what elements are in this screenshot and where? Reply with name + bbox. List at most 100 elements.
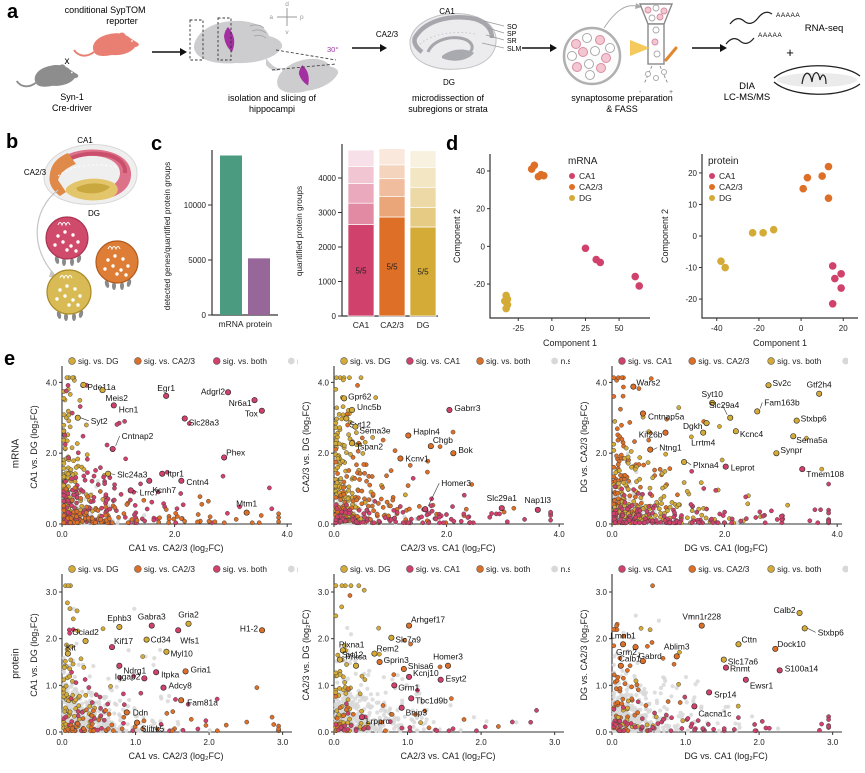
svg-text:Itpr1: Itpr1 [167,469,184,479]
svg-text:Adcy8: Adcy8 [168,681,192,691]
svg-text:Leprot: Leprot [731,463,755,473]
gene-point [105,470,112,477]
gene-point [109,445,116,452]
bar-mRNA [220,155,242,315]
volcano-plot-svg: 0.0 2.0 4.0 0.0 2.0 4.0 DG vs. CA1 (log₂FC) DG … [579,356,865,553]
plot-legend: sig. vs. DG sig. vs. CA2/3 sig. vs. both n.… [68,564,311,574]
stack-segment [378,148,406,166]
svg-text:Hapln4: Hapln4 [413,426,440,436]
stratum-sr-label: SR [507,38,517,45]
ms-label-line2: LC-MS/MS [724,92,770,103]
svg-text:Egr1: Egr1 [157,383,175,393]
gene-point [376,659,383,666]
svg-text:Slc29a1: Slc29a1 [487,493,518,503]
scatter-points-orange [333,383,517,526]
pca-points-pink [828,262,845,308]
svg-text:Wars2: Wars2 [636,378,660,388]
svg-text:Phex: Phex [226,447,246,457]
svg-text:Gabrd: Gabrd [639,651,663,661]
step3-caption-line1: synaptosome preparation [571,93,673,103]
polya-tail-1: AAAAA [776,12,800,19]
scatter-points-pink [611,469,831,526]
svg-text:Ntng1: Ntng1 [659,443,682,453]
gene-point [182,668,189,675]
gene-point [662,429,669,436]
svg-text:0.0: 0.0 [596,728,608,737]
svg-text:Dock10: Dock10 [777,639,806,649]
compass-v: v [285,29,289,36]
gene-point [727,414,734,421]
svg-text:DG vs. CA1 (log₂FC): DG vs. CA1 (log₂FC) [684,751,768,761]
svg-text:1.0: 1.0 [130,738,142,747]
colored-slice [43,144,138,205]
svg-text:Component 1: Component 1 [543,338,597,348]
svg-text:0.0: 0.0 [606,530,618,539]
gene-point [406,673,413,680]
gene-point [630,383,637,390]
svg-text:Myl10: Myl10 [170,649,193,659]
volcano-plot-svg: 0.0 1.0 2.0 3.0 0.0 1.0 2.0 3.0 DG vs. CA1 (log₂… [579,564,865,761]
gene-point [620,641,627,648]
gene-point [406,622,413,629]
driver-label-line1: Syn-1 [60,92,84,102]
svg-text:sig. vs. CA1: sig. vs. CA1 [628,356,673,366]
panel-c-stacked-chart: 0 1000 2000 3000 4000 5/5 CA1 5/5 CA2/3 5/5 DG quan… [290,136,442,359]
volcano-plot-svg: 0.0 1.0 2.0 3.0 0.0 1.0 2.0 3.0 CA1 vs. CA2/3 (l… [29,564,311,761]
svg-text:Esyt2: Esyt2 [446,674,467,684]
gene-point [765,382,772,389]
svg-text:sig. vs. DG: sig. vs. DG [350,564,391,574]
driver-label-line2: Cre-driver [52,103,92,113]
svg-text:sig. vs. CA2/3: sig. vs. CA2/3 [144,564,196,574]
gene-point [64,650,71,657]
gene-point [397,455,404,462]
pca-points-pink [581,244,644,290]
gene-point [790,433,797,440]
svg-text:n.s.: n.s. [297,356,298,366]
svg-text:Fam81a: Fam81a [187,697,218,707]
hippocampus-highlight [224,27,235,52]
svg-text:25: 25 [581,324,590,333]
reporter-label-line2: reporter [106,16,138,26]
gene-point [80,381,87,388]
volcano-plot-svg: 0.0 2.0 4.0 0.0 2.0 4.0 CA2/3 vs. CA1 (log₂FC)… [301,356,574,553]
gene-point [82,638,89,645]
svg-text:0.0: 0.0 [56,738,68,747]
svg-text:DG: DG [417,320,430,330]
svg-text:0: 0 [550,324,555,333]
svg-text:Sema5a: Sema5a [796,435,828,445]
svg-text:20: 20 [476,205,485,214]
svg-text:CA2/3: CA2/3 [380,320,404,330]
panel-d-mrna-pca: -25 0 25 50 -20 0 20 40 Component 1 Component 2 mR… [450,134,657,357]
panel-d-label: d [446,133,459,155]
step2-caption-line1: microdissection of [412,93,485,103]
svg-text:Mtm1: Mtm1 [236,499,257,509]
stack-segment [409,206,437,228]
b-ca23-label: CA2/3 [24,168,47,177]
svg-text:0: 0 [693,232,698,241]
svg-text:4000: 4000 [318,174,336,183]
svg-text:Arhgef17: Arhgef17 [411,615,445,625]
svg-text:Gpr62: Gpr62 [348,391,372,401]
cross-label: x [65,56,70,67]
svg-text:DG vs. CA1 (log₂FC): DG vs. CA1 (log₂FC) [684,543,768,553]
svg-text:Bnip3: Bnip3 [406,708,428,718]
svg-text:3.0: 3.0 [549,738,561,747]
svg-text:2.0: 2.0 [204,738,216,747]
svg-text:mRNA: mRNA [218,319,243,329]
svg-text:n.s.: n.s. [561,564,570,574]
svg-text:2.0: 2.0 [476,738,488,747]
svg-text:CA2/3: CA2/3 [579,182,603,192]
gene-point [723,664,730,671]
svg-text:Ddn: Ddn [133,707,149,717]
svg-text:Ociad2: Ociad2 [72,627,99,637]
gene-point [341,395,348,402]
gene-point [339,647,346,654]
svg-text:DG: DG [719,193,732,203]
gene-point [498,505,505,512]
svg-text:Fam163b: Fam163b [764,397,800,407]
gene-point [796,609,803,616]
arrow-1 [152,48,187,56]
pca-plot-svg: -40 -20 0 20 -20 -10 0 10 20 Component 1 Component… [660,154,858,348]
plus-sign: + [786,45,794,60]
